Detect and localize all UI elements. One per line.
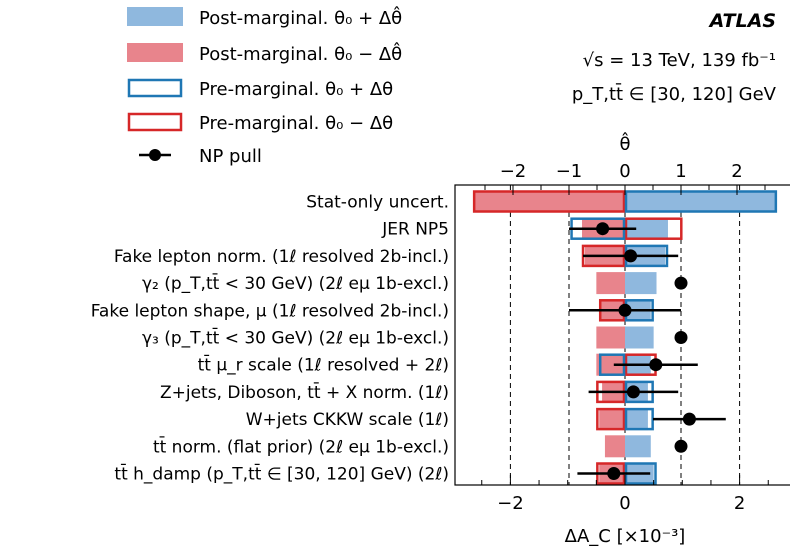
pre-down-bar (596, 407, 626, 431)
post-up-bar (625, 217, 668, 240)
experiment-label: ATLAS (708, 10, 776, 32)
category-label: Z+jets, Diboson, tt̄ + X norm. (1ℓ) (160, 381, 449, 403)
legend-swatch-pull-marker (149, 149, 161, 161)
pull-marker (618, 303, 632, 317)
top-tick-label: 0 (619, 161, 630, 182)
category-label: Fake lepton norm. (1ℓ resolved 2b-incl.) (114, 247, 449, 267)
legend-label-post-up: Post-marginal. θ₀ + Δθ̂ (199, 6, 402, 29)
legend-swatch-post-up (127, 7, 183, 26)
category-label: γ₂ (p_T,tt̄ < 30 GeV) (2ℓ eμ 1b-excl.) (142, 272, 449, 294)
category-label: tt̄ h_damp (p_T,tt̄ ∈ [30, 120] GeV) (2ℓ… (114, 462, 449, 484)
post-up-bar (625, 326, 654, 349)
pull-marker (626, 385, 640, 399)
category-label: γ₃ (p_T,tt̄ < 30 GeV) (2ℓ eμ 1b-excl.) (142, 326, 449, 348)
legend-label-pre-up: Pre-marginal. θ₀ + Δθ (199, 79, 393, 100)
pull-marker (596, 222, 610, 236)
energy-label: √s = 13 TeV, 139 fb⁻¹ (583, 50, 776, 71)
post-down-bar (596, 353, 625, 376)
pull-marker (682, 412, 696, 426)
pre-up-bar (624, 190, 778, 213)
plot-area: −2 0 2 −2 −1 0 1 2 Stat-only uncert. JER NP5 Fake … (91, 161, 790, 514)
bottom-tick-label: −2 (497, 493, 524, 514)
category-label: Fake lepton shape, μ (1ℓ resolved 2b-inc… (91, 301, 449, 321)
legend: Post-marginal. θ₀ + Δθ̂ Post-marginal. θ… (127, 6, 402, 167)
legend-swatch-pre-up (127, 78, 183, 98)
top-tick-label: −2 (500, 161, 527, 182)
post-down-bar (596, 326, 625, 349)
category-label: JER NP5 (381, 220, 449, 240)
category-label: tt̄ norm. (flat prior) (2ℓ eμ 1b-excl.) (153, 435, 449, 457)
post-down-bar (599, 408, 625, 431)
pre-down-bar (472, 190, 626, 213)
legend-swatch-pre-down (127, 112, 183, 132)
pull-marker (607, 467, 621, 480)
pull-marker (674, 439, 688, 453)
top-tick-label: −1 (556, 161, 583, 182)
legend-label-post-down: Post-marginal. θ₀ − Δθ̂ (199, 42, 402, 65)
top-tick-label: 1 (675, 161, 686, 182)
post-up-bar (625, 408, 648, 431)
post-down-bar (596, 272, 625, 295)
pull-marker (624, 249, 638, 263)
region-label: p_T,tt̄ ∈ [30, 120] GeV (572, 83, 777, 105)
bottom-tick-label: 2 (734, 493, 745, 514)
pull-marker (674, 331, 688, 344)
post-down-bar (473, 190, 625, 213)
top-axis-label: θ̂ (619, 132, 630, 155)
bottom-tick-label: 0 (619, 493, 630, 514)
post-up-bar (625, 190, 777, 213)
category-label: W+jets CKKW scale (1ℓ) (246, 410, 449, 430)
pull-marker (674, 276, 688, 290)
top-tick-label: 2 (731, 161, 742, 182)
legend-swatch-post-down (127, 43, 183, 62)
bottom-axis-label: ΔA_C [×10⁻³] (565, 526, 686, 547)
legend-label-pull: NP pull (199, 146, 262, 167)
post-up-bar (625, 272, 657, 295)
pull-marker (649, 358, 663, 372)
category-label: Stat-only uncert. (306, 193, 449, 213)
post-up-bar (625, 435, 651, 458)
category-label: tt̄ μ_r scale (1ℓ resolved + 2ℓ) (198, 354, 449, 376)
post-down-bar (604, 435, 625, 458)
pre-up-bar (624, 407, 654, 431)
legend-label-pre-down: Pre-marginal. θ₀ − Δθ (199, 113, 393, 134)
